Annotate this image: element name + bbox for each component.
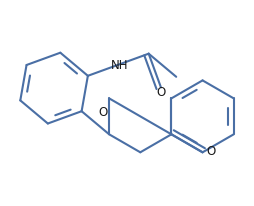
Text: O: O: [207, 144, 216, 157]
Text: O: O: [98, 105, 107, 118]
Text: O: O: [156, 86, 165, 99]
Text: NH: NH: [111, 58, 129, 71]
